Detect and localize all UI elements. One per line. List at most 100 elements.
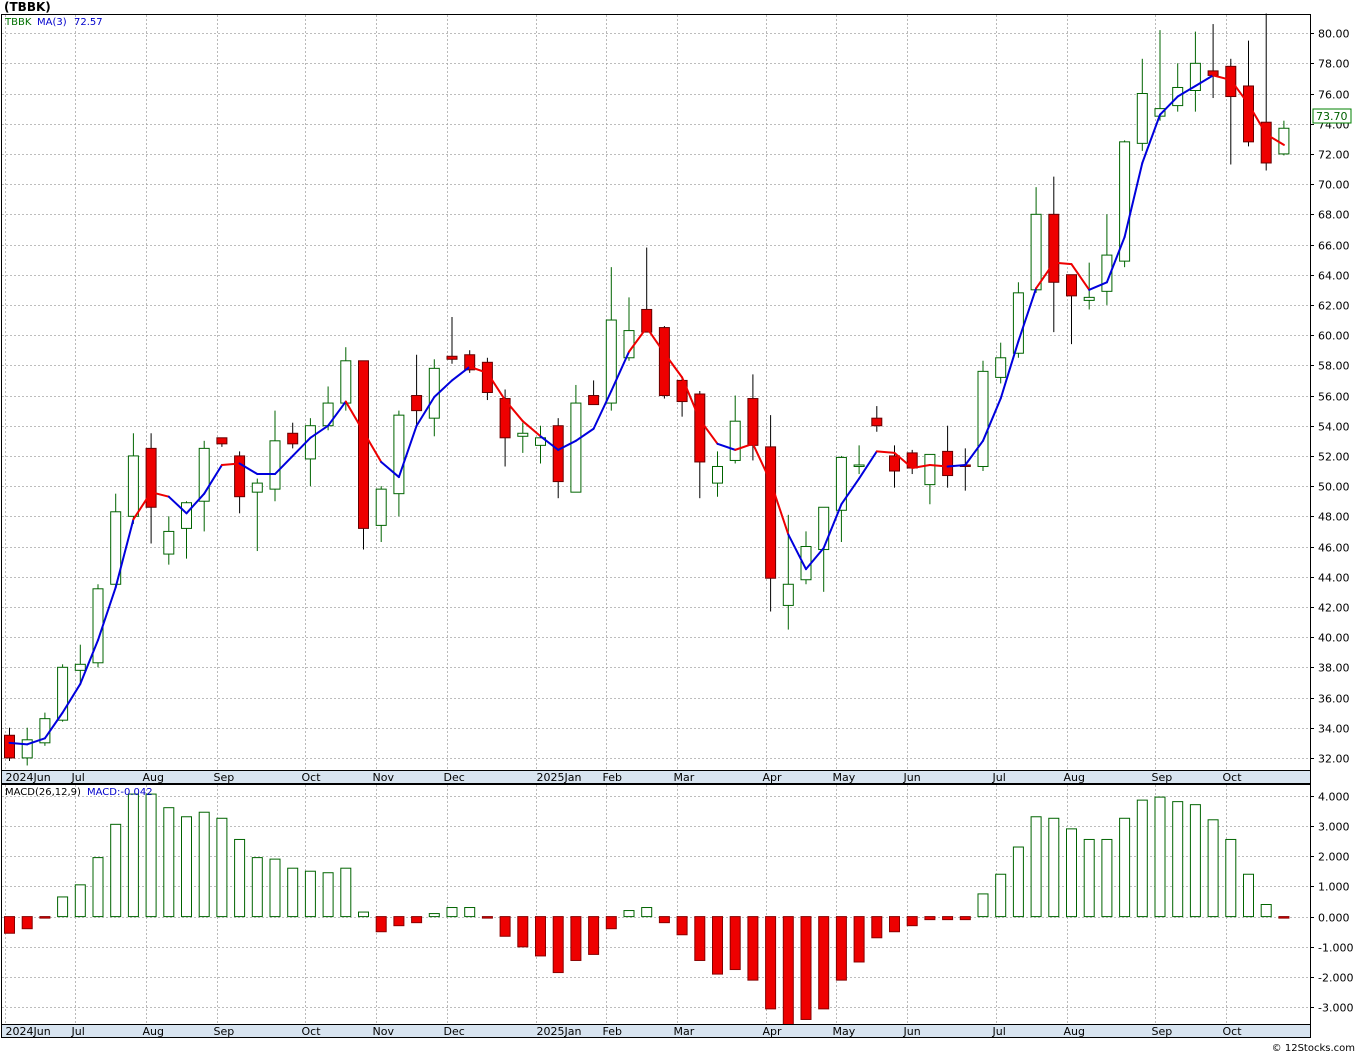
ma-segment: [132, 491, 153, 521]
macd-tick-label: 1.000: [1318, 881, 1350, 894]
candle-body: [641, 308, 653, 333]
macd-bar: [1207, 819, 1219, 918]
macd-bar: [198, 811, 210, 918]
ma-segment: [999, 340, 1020, 400]
candle: [375, 486, 387, 542]
price-tick-label: 40.00: [1318, 632, 1350, 645]
candle-body: [57, 666, 69, 721]
candle-body: [92, 588, 104, 664]
candle-body: [995, 357, 1007, 378]
ma-segment: [557, 439, 577, 451]
price-tick-label: 44.00: [1318, 572, 1350, 585]
ma-segment: [220, 462, 241, 466]
macd-bar: [835, 916, 847, 981]
candle: [181, 501, 192, 559]
candle-body: [375, 488, 387, 526]
macd-bar: [181, 816, 192, 918]
ma-segment: [751, 442, 772, 483]
candle-body: [216, 437, 228, 445]
candle: [924, 453, 936, 505]
footer-credit: © 12Stocks.com: [1272, 1043, 1355, 1054]
price-date-label: Jul: [992, 771, 1006, 784]
price-tick-label: 70.00: [1318, 179, 1350, 192]
macd-bar: [694, 916, 706, 961]
macd-tick-label: -2.000: [1318, 972, 1353, 985]
price-tick-label: 80.00: [1318, 28, 1350, 41]
macd-bar: [977, 893, 989, 918]
ma-segment: [698, 418, 719, 445]
candle: [1066, 274, 1077, 345]
price-tick-label: 78.00: [1318, 58, 1350, 71]
candle: [21, 727, 33, 766]
macd-bar: [1225, 838, 1237, 918]
candle-body: [747, 398, 759, 446]
macd-date-label: Oct: [302, 1025, 322, 1038]
ma-segment: [911, 463, 931, 469]
candle: [163, 516, 175, 565]
candle-body: [358, 360, 369, 529]
macd-bar: [1189, 804, 1201, 918]
macd-title: MACD(26,12,9): [5, 787, 81, 798]
macd-date-label: Aug: [1064, 1025, 1085, 1038]
price-tick-label: 66.00: [1318, 240, 1350, 253]
macd-bar: [481, 916, 493, 919]
candle: [1083, 262, 1095, 310]
macd-value-label: MACD:-0.042: [87, 787, 153, 798]
ma-segment: [327, 400, 347, 427]
macd-bar: [570, 916, 582, 961]
macd-date-label: Feb: [603, 1025, 622, 1038]
macd-bar: [1012, 846, 1024, 918]
ma-segment: [805, 547, 825, 571]
ma-segment: [1141, 113, 1161, 164]
ma-segment: [628, 326, 648, 353]
candle-body: [446, 355, 458, 360]
macd-tick-label: -1.000: [1318, 942, 1353, 955]
ma-segment: [769, 480, 790, 536]
ma-segment: [1265, 133, 1285, 146]
candle: [1012, 282, 1024, 358]
macd-bar: [871, 916, 883, 939]
macd-bar: [588, 916, 600, 955]
macd-bar: [446, 907, 458, 918]
price-tick-label: 72.00: [1318, 149, 1350, 162]
ma-segment: [893, 451, 914, 469]
candle-body: [74, 663, 86, 671]
macd-bar: [605, 916, 617, 930]
candle-body: [181, 502, 192, 529]
ma-segment: [681, 376, 701, 421]
macd-date-label: Aug: [143, 1025, 164, 1038]
macd-bar: [942, 916, 954, 921]
ma-segment: [982, 397, 1002, 442]
price-tick-label: 60.00: [1318, 330, 1350, 343]
ma-segment: [1194, 74, 1215, 87]
candle-body: [1048, 213, 1060, 283]
price-date-label: 2025Jan: [537, 771, 582, 784]
candle: [641, 247, 653, 333]
price-tick-label: 56.00: [1318, 391, 1350, 404]
ma-segment: [592, 389, 613, 430]
ma-segment: [1052, 261, 1073, 266]
candle: [535, 425, 546, 464]
price-tick-label: 32.00: [1318, 753, 1350, 766]
macd-date-label: Jul: [992, 1025, 1006, 1038]
ma-segment: [1123, 161, 1144, 238]
macd-bar: [924, 916, 936, 921]
candle-body: [234, 455, 246, 498]
candle-body: [21, 739, 33, 759]
ma-segment: [716, 442, 737, 451]
macd-bar: [127, 793, 139, 918]
ma-segment: [26, 737, 46, 746]
price-tick-label: 50.00: [1318, 481, 1350, 494]
macd-bar: [74, 884, 86, 918]
ma-segment: [645, 326, 666, 355]
price-date-axis: [1, 770, 1311, 784]
candle: [835, 455, 847, 542]
macd-date-label: Oct: [1223, 1025, 1243, 1038]
macd-date-label: 2024Jun: [6, 1025, 51, 1038]
price-tick-label: 52.00: [1318, 451, 1350, 464]
macd-date-label: Jun: [903, 1025, 921, 1038]
ma-segment: [150, 491, 170, 498]
candle-body: [269, 440, 281, 490]
price-tick-label: 68.00: [1318, 209, 1350, 222]
candle-body: [782, 583, 794, 606]
